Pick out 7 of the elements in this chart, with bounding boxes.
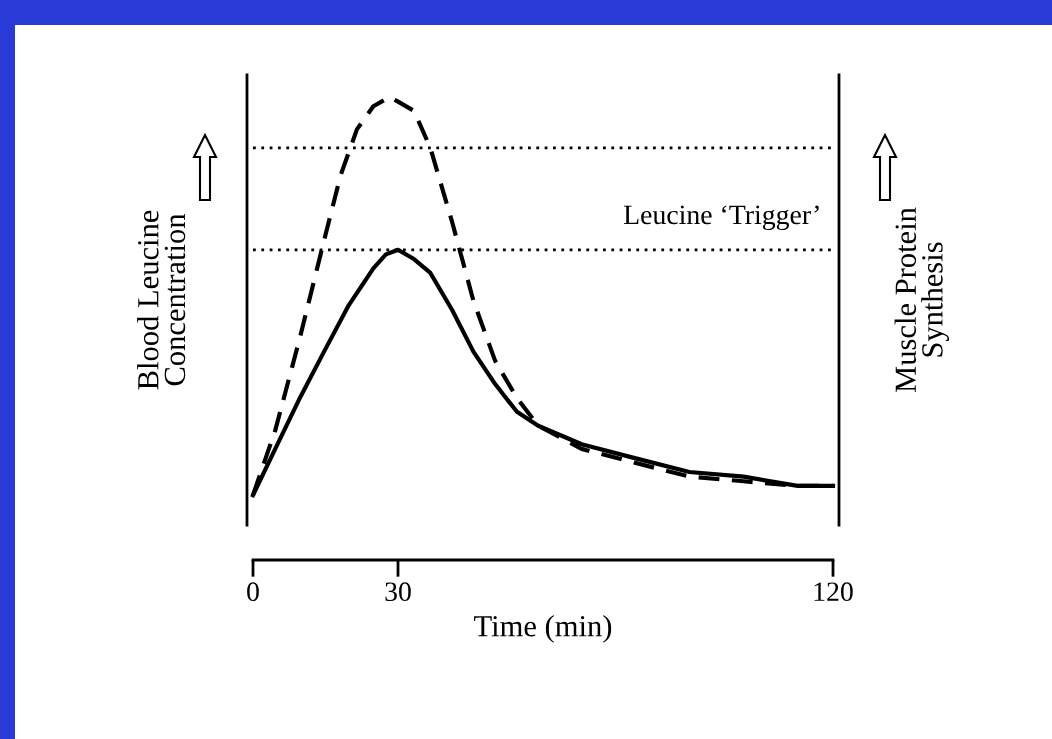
x-tick-label: 0 [247,582,259,602]
annotation: Leucine ‘Trigger’ [623,205,819,230]
y-axis-title: Blood Leucine Concentration [137,210,186,390]
y2-axis-title: Muscle Protein Synthesis [894,207,949,393]
x-tick-label: 30 [385,582,411,602]
x-axis-title: Time (min) [474,615,612,643]
x-tick-label: 120 [814,582,853,602]
